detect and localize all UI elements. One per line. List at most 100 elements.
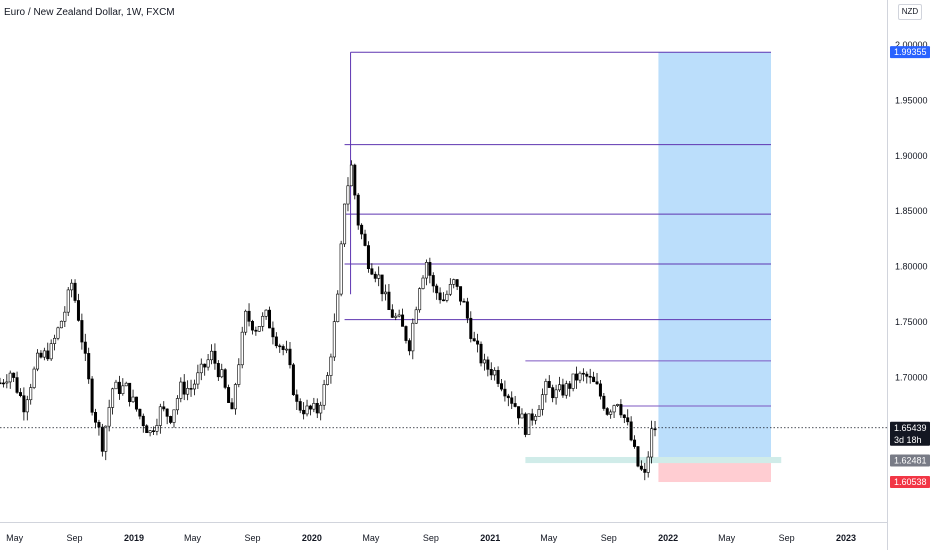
candle-body [49, 343, 53, 360]
price-tick-label: 2.00000 [895, 40, 928, 50]
candle-body [349, 164, 353, 187]
candle-body [233, 384, 237, 410]
candle-body [465, 301, 469, 319]
time-tick-label: Sep [244, 533, 260, 543]
profit-zone[interactable] [658, 52, 772, 461]
candle-body [274, 336, 278, 347]
candle-body [206, 359, 210, 368]
candle-body [141, 415, 145, 427]
candle-body [517, 406, 521, 419]
candle-body [421, 277, 425, 289]
candle-body [360, 224, 364, 235]
time-tick-label: 2023 [836, 533, 856, 543]
candle-body [145, 425, 149, 434]
candle-body [394, 315, 398, 318]
candle-body [476, 340, 480, 345]
candle-body [346, 185, 350, 205]
candle-body [428, 262, 432, 276]
candle-body [244, 310, 248, 333]
candle-body [612, 405, 616, 413]
candle-body [155, 425, 159, 432]
price-tick-label: 1.85000 [895, 206, 928, 216]
candle-body [192, 383, 196, 390]
candle-body [216, 363, 220, 378]
candle-body [237, 364, 241, 385]
candle-body [544, 381, 548, 396]
candle-body [97, 421, 101, 428]
zone-rect[interactable] [525, 456, 782, 464]
candle-body [90, 378, 94, 413]
candles [0, 160, 657, 481]
candle-body [598, 383, 602, 397]
candle-body [172, 409, 176, 423]
candle-body [213, 350, 217, 364]
candle-body [100, 426, 104, 452]
candle-body [493, 370, 497, 376]
candle-body [336, 293, 340, 322]
candle-body [380, 274, 384, 295]
candle-body [506, 395, 510, 399]
loss-zone[interactable] [658, 460, 772, 483]
candle-body [441, 299, 445, 302]
candle-body [291, 364, 295, 396]
candle-body [1, 382, 5, 385]
candle-body [121, 385, 125, 394]
price-tick-label: 1.75000 [895, 317, 928, 327]
time-tick-label: May [362, 533, 380, 543]
time-tick-label: Sep [67, 533, 83, 543]
candle-body [370, 268, 374, 275]
price-label-value: 1.62481 [894, 456, 927, 466]
candle-body [148, 430, 152, 434]
candle-body [551, 387, 555, 399]
candle-body [561, 384, 565, 396]
candle-body [329, 356, 333, 376]
candle-body [564, 383, 568, 396]
candle-body [571, 373, 575, 389]
candle-body [626, 417, 630, 423]
candle-body [499, 383, 503, 390]
candle-body [22, 395, 26, 413]
candle-body [322, 384, 326, 406]
price-label-value: 1.65439 [894, 423, 927, 433]
candle-body [175, 398, 179, 411]
candle-body [114, 381, 118, 390]
candle-body [615, 404, 619, 406]
candle-body [196, 372, 200, 385]
candle-body [308, 405, 312, 410]
price-label-value: 1.60538 [894, 477, 927, 487]
candle-body [46, 350, 50, 360]
candle-body [165, 408, 169, 417]
candle-body [530, 413, 534, 421]
candle-body [650, 428, 654, 458]
candle-body [63, 311, 67, 322]
candle-body [445, 293, 449, 301]
candle-body [134, 396, 138, 410]
candle-body [568, 383, 572, 389]
price-labels: 1.99355 1.65439 3d 18h 1.62481 1.60538 [890, 46, 930, 489]
candle-body [581, 372, 585, 375]
candle-body [124, 382, 128, 387]
candle-body [633, 439, 637, 447]
candle-body [8, 372, 12, 383]
currency-button[interactable]: NZD [898, 4, 922, 20]
candle-body [435, 285, 439, 294]
horizontal-levels [525, 360, 772, 407]
candle-body [152, 430, 156, 433]
candle-body [203, 363, 207, 368]
candle-body [73, 282, 77, 301]
candle-body [401, 314, 405, 327]
candle-body [503, 388, 507, 397]
candle-body [250, 321, 254, 331]
time-tick-label: Sep [779, 533, 795, 543]
candle-body [18, 392, 22, 396]
price-label-bg [890, 476, 930, 489]
candle-body [459, 286, 463, 302]
candle-body [609, 411, 613, 415]
candle-body [87, 353, 91, 380]
candle-body [578, 372, 582, 381]
candle-body [431, 275, 435, 287]
candle-body [629, 421, 633, 441]
candle-body [305, 405, 309, 415]
candle-body [128, 382, 132, 403]
